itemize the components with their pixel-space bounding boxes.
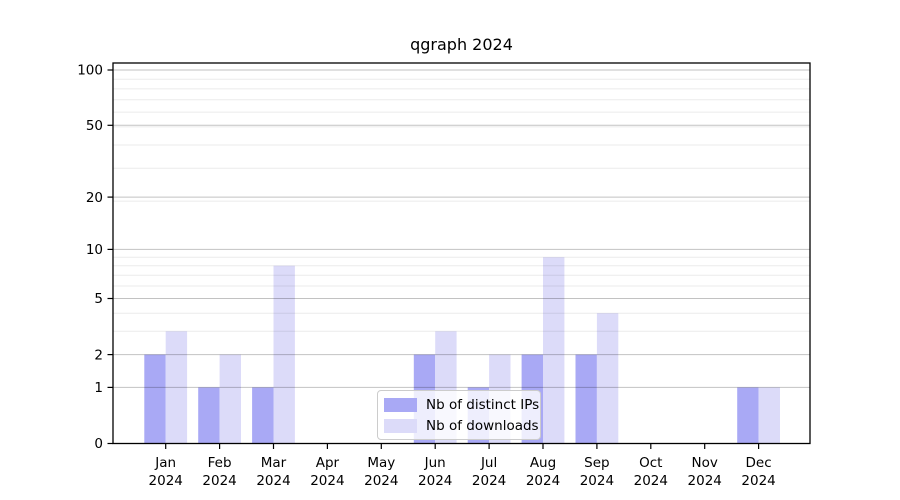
- y-tick-label: 100: [77, 63, 103, 79]
- x-tick-label-year: 2024: [202, 473, 236, 489]
- x-tick-label-year: 2024: [256, 473, 290, 489]
- x-tick-label-month: Mar: [261, 455, 287, 471]
- x-tick-label-month: Jul: [480, 455, 497, 471]
- legend-item-downloads: Nb of downloads: [384, 417, 539, 434]
- y-tick-label: 5: [94, 291, 103, 307]
- chart-title: qgraph 2024: [410, 35, 513, 54]
- y-tick-label: 50: [86, 118, 103, 134]
- legend-swatch-distinct-ips-icon: [384, 397, 417, 412]
- y-tick-label: 1: [94, 380, 103, 396]
- x-tick-label-month: Dec: [746, 455, 772, 471]
- legend-label-distinct-ips: Nb of distinct IPs: [426, 396, 540, 413]
- x-tick-label-year: 2024: [688, 473, 722, 489]
- x-tick-label-year: 2024: [580, 473, 614, 489]
- x-tick-label-month: Aug: [530, 455, 556, 471]
- bar-distinct-ips-feb: [198, 387, 220, 444]
- bar-distinct-ips-jan: [144, 354, 166, 444]
- legend-label-downloads: Nb of downloads: [426, 417, 539, 434]
- x-tick-label-year: 2024: [310, 473, 344, 489]
- x-tick-label-month: Jun: [424, 455, 446, 471]
- bar-downloads-jan: [165, 331, 188, 444]
- x-tick-label-year: 2024: [149, 473, 183, 489]
- bar-distinct-ips-sep: [575, 354, 597, 444]
- bar-downloads-sep: [596, 313, 619, 444]
- plot-border: [112, 62, 811, 445]
- x-tick-label-year: 2024: [526, 473, 560, 489]
- x-tick-label-year: 2024: [634, 473, 668, 489]
- x-tick-label-year: 2024: [741, 473, 775, 489]
- x-tick-label-year: 2024: [418, 473, 452, 489]
- bar-downloads-mar: [273, 265, 295, 444]
- x-tick-label-month: Nov: [692, 455, 718, 471]
- bar-downloads-feb: [219, 354, 241, 444]
- bar-distinct-ips-mar: [252, 387, 274, 444]
- x-tick-label-month: Jan: [154, 455, 176, 471]
- x-tick-label-month: May: [367, 455, 395, 471]
- x-tick-label-month: Feb: [208, 455, 232, 471]
- x-tick-label-year: 2024: [472, 473, 506, 489]
- y-tick-label: 20: [86, 190, 103, 206]
- legend: Nb of distinct IPs Nb of downloads: [377, 390, 541, 440]
- x-tick-label-month: Oct: [639, 455, 662, 471]
- x-tick-label-year: 2024: [364, 473, 398, 489]
- bar-downloads-aug: [543, 257, 565, 444]
- bar-downloads-dec: [758, 387, 780, 444]
- legend-item-distinct-ips: Nb of distinct IPs: [384, 396, 539, 413]
- bar-distinct-ips-dec: [737, 387, 759, 444]
- y-tick-label: 0: [94, 436, 103, 452]
- x-tick-label-month: Sep: [584, 455, 609, 471]
- y-tick-label: 10: [86, 242, 103, 258]
- y-tick-label: 2: [94, 347, 103, 363]
- x-tick-label-month: Apr: [316, 455, 340, 471]
- legend-swatch-downloads-icon: [384, 418, 417, 433]
